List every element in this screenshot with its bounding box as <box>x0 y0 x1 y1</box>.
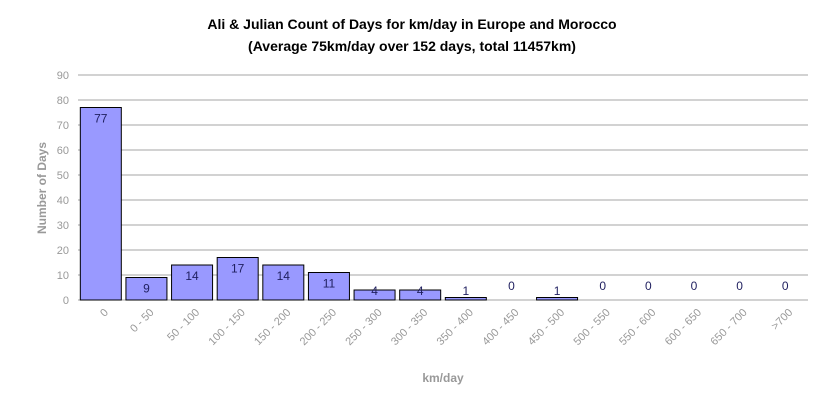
y-tick-label: 60 <box>57 145 69 157</box>
bar <box>216 257 259 301</box>
bar <box>171 264 214 301</box>
x-axis-label: km/day <box>422 371 464 385</box>
x-tick-label: 50 - 100 <box>165 307 202 344</box>
y-axis-label: Number of Days <box>35 142 49 234</box>
y-tick-label: 90 <box>57 70 69 82</box>
chart-subtitle: (Average 75km/day over 152 days, total 1… <box>248 38 576 54</box>
bar <box>307 272 350 301</box>
bar <box>353 289 396 301</box>
x-tick-label: 350 - 400 <box>435 307 476 348</box>
x-tick-label: 200 - 250 <box>298 307 339 348</box>
data-label: 17 <box>231 262 245 276</box>
data-label: 77 <box>94 112 108 126</box>
bar <box>536 297 579 301</box>
x-tick-label: >700 <box>769 307 795 333</box>
data-label: 0 <box>782 279 789 293</box>
x-tick-label: 500 - 550 <box>571 307 612 348</box>
y-tick-label: 0 <box>63 295 69 307</box>
bar <box>399 289 442 301</box>
data-label: 14 <box>185 269 199 283</box>
x-tick-label: 150 - 200 <box>252 307 293 348</box>
x-tick-label: 450 - 500 <box>526 307 567 348</box>
data-label: 0 <box>599 279 606 293</box>
y-tick-label: 40 <box>57 195 69 207</box>
data-labels: 77 9 14 17 14 11 4 4 1 0 1 0 0 0 0 0 <box>94 112 789 299</box>
x-tick-label: 400 - 450 <box>480 307 521 348</box>
x-tick-label: 650 - 700 <box>708 307 749 348</box>
data-label: 0 <box>508 279 515 293</box>
data-label: 14 <box>277 269 291 283</box>
x-tick-label: 550 - 600 <box>617 307 658 348</box>
y-tick-label: 20 <box>57 245 69 257</box>
y-tick-label: 30 <box>57 220 69 232</box>
x-tick-label: 250 - 300 <box>343 307 384 348</box>
bars <box>79 107 579 301</box>
bar <box>262 264 305 301</box>
bar <box>125 277 168 301</box>
data-label: 1 <box>554 284 561 298</box>
y-tick-labels: 0 10 20 30 40 50 60 70 80 90 <box>57 70 69 307</box>
y-tick-label: 50 <box>57 170 69 182</box>
chart-title: Ali & Julian Count of Days for km/day in… <box>207 16 616 32</box>
data-label: 0 <box>736 279 743 293</box>
x-tick-label: 100 - 150 <box>206 307 247 348</box>
bar <box>79 107 122 301</box>
data-label: 4 <box>371 284 378 298</box>
x-tick-label: 600 - 650 <box>663 307 704 348</box>
data-label: 0 <box>645 279 652 293</box>
y-tick-label: 70 <box>57 120 69 132</box>
x-tick-labels: 0 0 - 50 50 - 100 100 - 150 150 - 200 200 - 2… <box>98 307 795 348</box>
data-label: 9 <box>143 282 150 296</box>
data-label: 4 <box>417 284 424 298</box>
x-tick-label: 0 <box>98 307 111 320</box>
data-label: 11 <box>323 277 336 291</box>
y-tick-label: 80 <box>57 95 69 107</box>
y-tick-label: 10 <box>57 270 69 282</box>
x-tick-label: 300 - 350 <box>389 307 430 348</box>
x-tick-label: 0 - 50 <box>128 307 156 335</box>
bar <box>444 297 487 301</box>
data-label: 1 <box>462 284 469 298</box>
data-label: 0 <box>691 279 698 293</box>
